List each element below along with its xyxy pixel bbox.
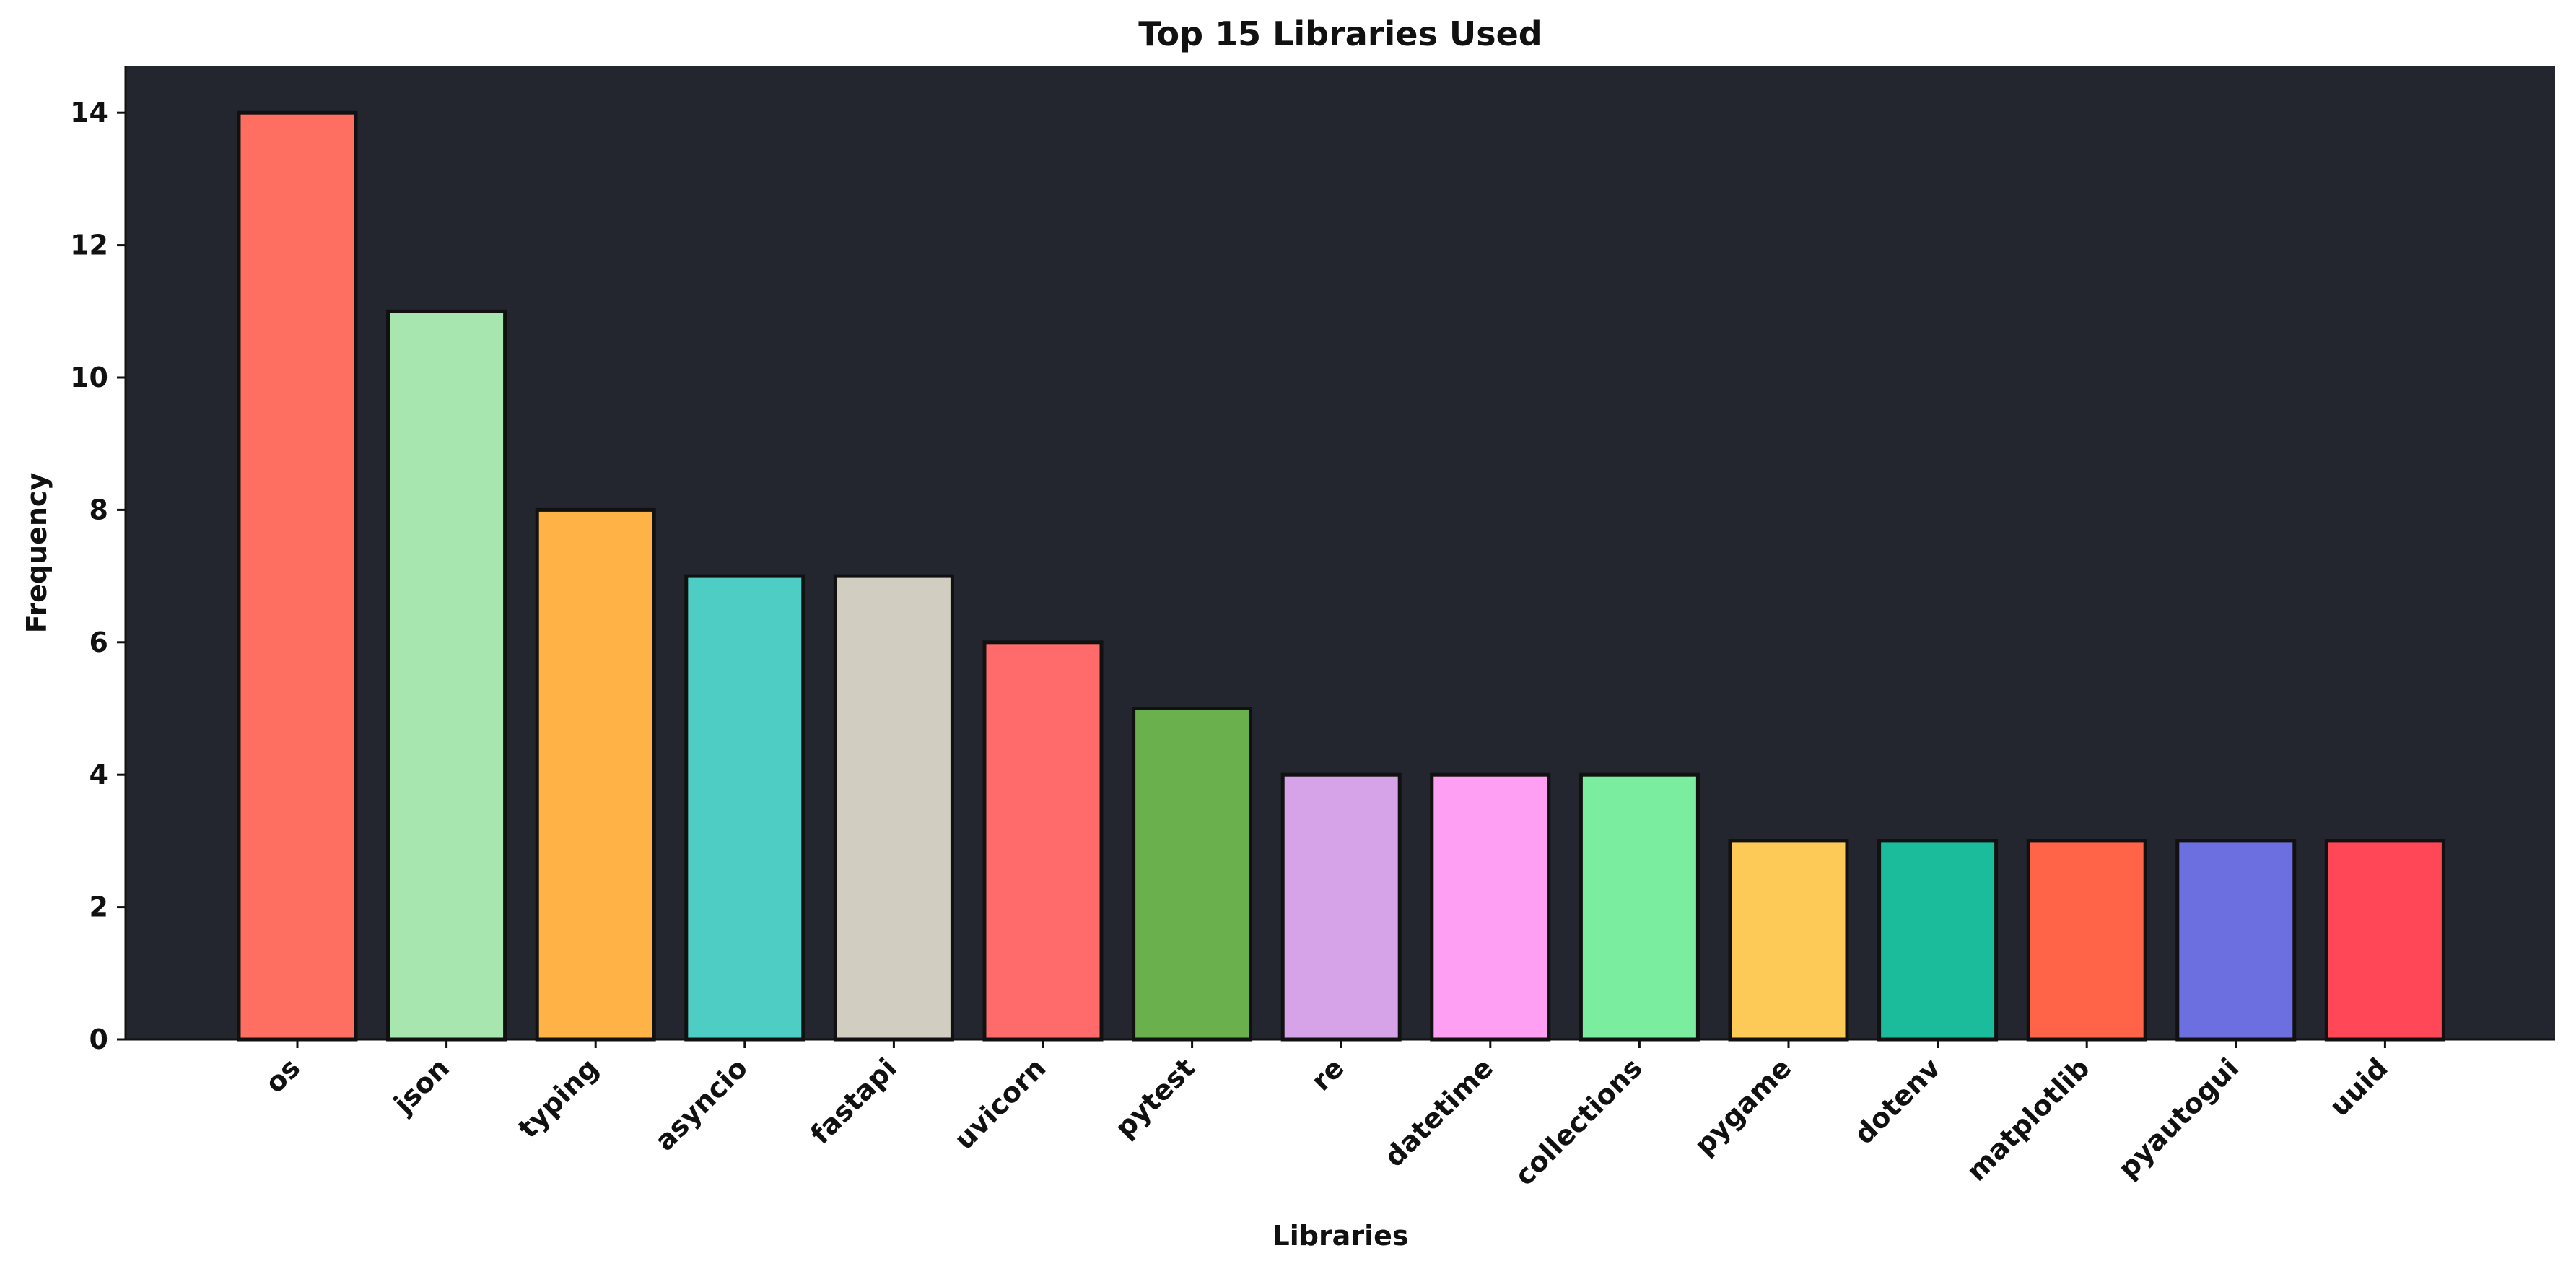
y-tick-label: 14 xyxy=(70,97,108,128)
y-tick-label: 2 xyxy=(89,891,108,923)
bar-datetime xyxy=(1430,772,1551,1042)
bar-pytest xyxy=(1132,706,1253,1042)
x-tick-label: uuid xyxy=(2323,1052,2394,1122)
x-tick-label: asyncio xyxy=(649,1052,754,1156)
bar-json xyxy=(386,309,507,1042)
x-tick-label: pygame xyxy=(1688,1052,1797,1161)
bar-asyncio xyxy=(684,574,805,1042)
x-axis-label: Libraries xyxy=(1272,1220,1409,1252)
x-tick-label: json xyxy=(387,1052,455,1120)
y-axis: 0 2 4 6 8 10 12 14 xyxy=(70,66,127,1055)
y-tick-label: 12 xyxy=(70,230,108,261)
y-tick-label: 8 xyxy=(89,494,108,525)
bar-typing xyxy=(535,507,656,1042)
bar-os xyxy=(237,110,358,1042)
bar-uvicorn xyxy=(982,640,1104,1042)
x-tick-label: pytest xyxy=(1109,1052,1201,1144)
x-tick-label: uvicorn xyxy=(948,1052,1052,1156)
x-tick-label: collections xyxy=(1509,1052,1649,1192)
bars-group xyxy=(237,110,2445,1042)
y-tick-label: 6 xyxy=(89,627,108,658)
bar-re xyxy=(1280,772,1402,1042)
x-tick-label: os xyxy=(259,1052,307,1099)
bar-collections xyxy=(1579,772,1700,1042)
bar-dotenv xyxy=(1877,839,1999,1042)
x-tick-label: re xyxy=(1305,1052,1350,1097)
chart-title: Top 15 Libraries Used xyxy=(1138,14,1542,53)
bar-uuid xyxy=(2324,839,2445,1042)
bar-fastapi xyxy=(833,574,954,1042)
x-axis: os json typing asyncio fastapi uvicorn pytest r… xyxy=(126,1038,2555,1192)
x-tick-label: pyautogui xyxy=(2112,1052,2245,1184)
x-tick-label: fastapi xyxy=(804,1052,902,1150)
bar-pyautogui xyxy=(2175,839,2297,1042)
y-tick-label: 10 xyxy=(70,362,108,393)
x-tick-label: typing xyxy=(512,1052,604,1144)
y-tick-label: 4 xyxy=(89,759,108,790)
y-tick-label: 0 xyxy=(89,1024,108,1055)
x-tick-label: datetime xyxy=(1378,1052,1499,1173)
bar-matplotlib xyxy=(2026,839,2147,1042)
x-tick-label: dotenv xyxy=(1848,1052,1947,1151)
x-tick-label: matplotlib xyxy=(1960,1052,2095,1187)
bar-pygame xyxy=(1728,839,1849,1042)
y-axis-label: Frequency xyxy=(21,473,53,634)
